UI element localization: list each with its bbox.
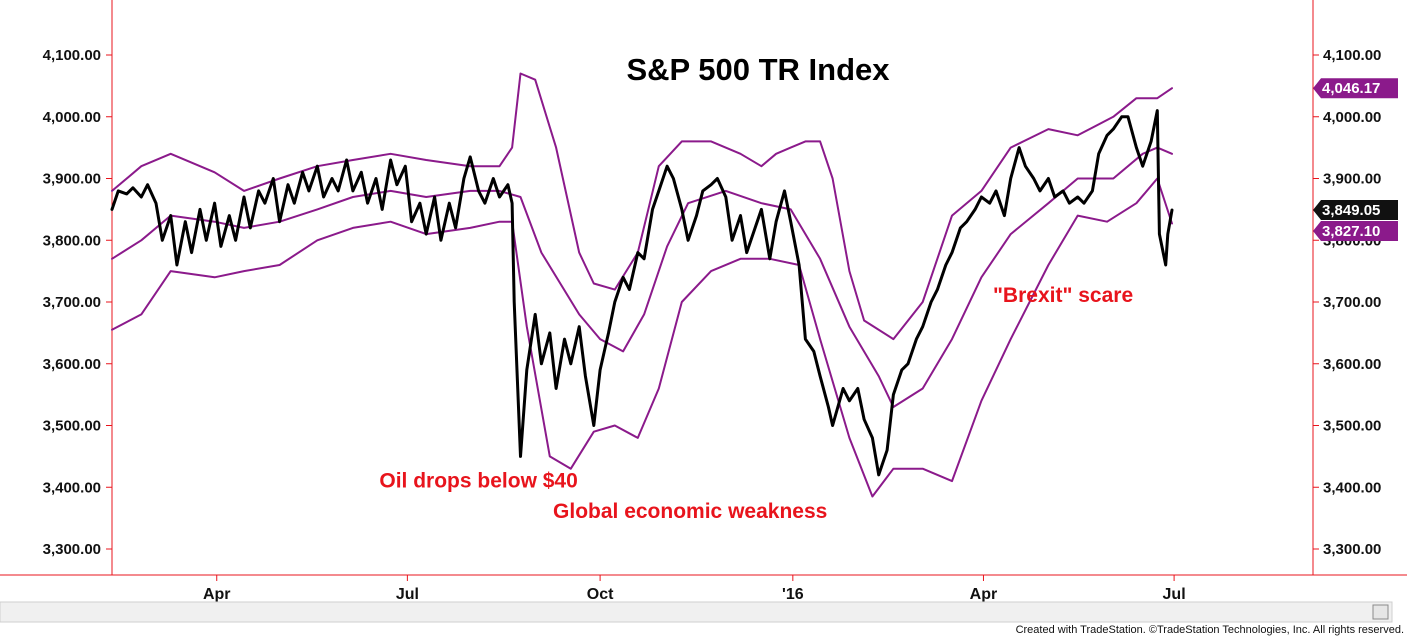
x-tick-label: '16 bbox=[782, 586, 804, 603]
scrollbar-track[interactable] bbox=[0, 601, 1393, 623]
annotation-label: Global economic weakness bbox=[553, 500, 827, 523]
last-value-badge-label: 3,827.10 bbox=[1322, 223, 1380, 240]
index-line bbox=[110, 109, 1174, 477]
scrollbar-thumb[interactable] bbox=[1372, 604, 1389, 620]
annotations: Oil drops below $40 Global economic weakn… bbox=[379, 284, 1133, 523]
series-layer bbox=[110, 72, 1174, 498]
y-tick-label-right: 3,300.00 bbox=[1323, 541, 1381, 558]
upper-band-line bbox=[111, 72, 1173, 341]
annotation-label: Oil drops below $40 bbox=[379, 469, 577, 492]
y-tick-label-left: 4,000.00 bbox=[43, 109, 101, 126]
last-value-badge bbox=[1313, 220, 1398, 241]
footer-credit: Created with TradeStation. ©TradeStation… bbox=[1016, 624, 1404, 636]
x-tick-label: Jul bbox=[1163, 586, 1186, 603]
lower-band-line bbox=[111, 177, 1173, 498]
x-tick-label: Apr bbox=[970, 586, 998, 603]
y-tick-label-right: 3,900.00 bbox=[1323, 171, 1381, 188]
x-tick-label: Jul bbox=[396, 586, 419, 603]
y-tick-label-left: 3,900.00 bbox=[43, 171, 101, 188]
y-tick-label-left: 3,700.00 bbox=[43, 294, 101, 311]
y-tick-label-left: 3,600.00 bbox=[43, 356, 101, 373]
last-value-badges: 4,046.17 3,827.10 3,849.05 bbox=[1313, 78, 1398, 241]
y-tick-label-left: 3,300.00 bbox=[43, 541, 101, 558]
x-axis: Apr Jul Oct '16 Apr Jul bbox=[203, 575, 1186, 603]
x-tick-label: Oct bbox=[587, 586, 614, 603]
middle-band-line bbox=[111, 146, 1173, 408]
last-value-badge-label: 4,046.17 bbox=[1322, 80, 1380, 97]
y-axis-left: 3,300.00 3,400.00 3,500.00 3,600.00 3,700.00… bbox=[43, 47, 112, 558]
last-value-badge bbox=[1313, 199, 1398, 220]
y-tick-label-right: 3,700.00 bbox=[1323, 294, 1381, 311]
y-tick-label-right: 3,500.00 bbox=[1323, 418, 1381, 435]
chart-title: S&P 500 TR Index bbox=[626, 52, 890, 87]
y-axis-right: 3,300.00 3,400.00 3,500.00 3,600.00 3,700.00… bbox=[1313, 47, 1381, 558]
y-tick-label-left: 3,400.00 bbox=[43, 479, 101, 496]
y-tick-label-right: 3,600.00 bbox=[1323, 356, 1381, 373]
last-value-badge bbox=[1313, 78, 1398, 99]
y-tick-label-left: 4,100.00 bbox=[43, 47, 101, 64]
y-tick-label-right: 4,000.00 bbox=[1323, 109, 1381, 126]
y-tick-label-left: 3,500.00 bbox=[43, 418, 101, 435]
y-tick-label-left: 3,800.00 bbox=[43, 232, 101, 249]
last-value-badge-label: 3,849.05 bbox=[1322, 202, 1380, 219]
horizontal-scrollbar[interactable] bbox=[0, 601, 1393, 623]
x-tick-label: Apr bbox=[203, 586, 231, 603]
y-tick-label-right: 4,100.00 bbox=[1323, 47, 1381, 64]
y-tick-label-right: 3,400.00 bbox=[1323, 479, 1381, 496]
annotation-label: "Brexit" scare bbox=[993, 284, 1133, 307]
